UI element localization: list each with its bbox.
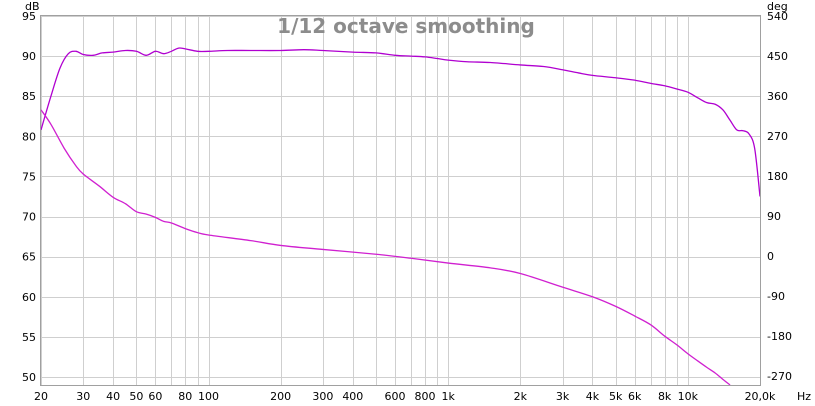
y-right-tick-label: 0 (767, 250, 774, 263)
x-tick-label: 60 (148, 390, 162, 403)
y-right-tick-label: -90 (767, 290, 785, 303)
x-tick-label: 40 (106, 390, 120, 403)
y-left-tick-label: 85 (22, 90, 36, 103)
x-unit-label: Hz (797, 390, 811, 403)
grid (41, 16, 761, 385)
tick-labels: 20 30 40 50 60 80 100 200 300 400 600 800 1k 2k 3k 4k 5k… (22, 10, 792, 403)
x-tick-label: 8k (658, 390, 672, 403)
y-left-tick-label: 95 (22, 10, 36, 23)
x-tick-label: 80 (178, 390, 192, 403)
x-tick-label: 30 (76, 390, 90, 403)
y-left-tick-label: 55 (22, 331, 36, 344)
x-tick-label: 800 (414, 390, 435, 403)
plot-area-frame (40, 15, 761, 386)
y-left-tick-label: 70 (22, 211, 36, 224)
x-tick-label: 4k (586, 390, 600, 403)
x-tick-label: 50 (129, 390, 143, 403)
x-tick-label: 100 (198, 390, 219, 403)
x-tick-label: 6k (628, 390, 642, 403)
y-right-tick-label: -270 (767, 370, 792, 383)
series-group (41, 47, 760, 385)
x-tick-label: 10k (678, 390, 699, 403)
y-right-tick-label: 540 (767, 10, 788, 23)
chart-title: 1/12 octave smoothing (277, 14, 535, 38)
y-right-tick-label: 90 (767, 210, 781, 223)
y-right-tick-label: 450 (767, 50, 788, 63)
y-right-tick-label: 270 (767, 130, 788, 143)
x-tick-label: 3k (556, 390, 570, 403)
y-right-tick-label: 360 (767, 90, 788, 103)
series-line-1 (41, 109, 731, 385)
x-tick-label: 400 (342, 390, 363, 403)
y-left-tick-label: 75 (22, 170, 36, 183)
x-tick-label: 20,0k (745, 390, 776, 403)
x-tick-label: 300 (312, 390, 333, 403)
x-tick-label: 600 (385, 390, 406, 403)
x-tick-label: 5k (609, 390, 623, 403)
y-left-tick-label: 50 (22, 371, 36, 384)
y-left-tick-label: 80 (22, 130, 36, 143)
x-tick-label: 200 (270, 390, 291, 403)
y-right-tick-label: -180 (767, 330, 792, 343)
y-left-tick-label: 60 (22, 291, 36, 304)
y-left-tick-label: 90 (22, 50, 36, 63)
y-right-tick-label: 180 (767, 170, 788, 183)
x-tick-label: 1k (441, 390, 455, 403)
y-right-unit-label: deg (767, 0, 788, 13)
y-left-tick-label: 65 (22, 251, 36, 264)
series-line-0 (41, 47, 760, 197)
x-tick-label: 20 (34, 390, 48, 403)
x-tick-label: 2k (514, 390, 528, 403)
y-left-unit-label: dB (25, 0, 40, 13)
